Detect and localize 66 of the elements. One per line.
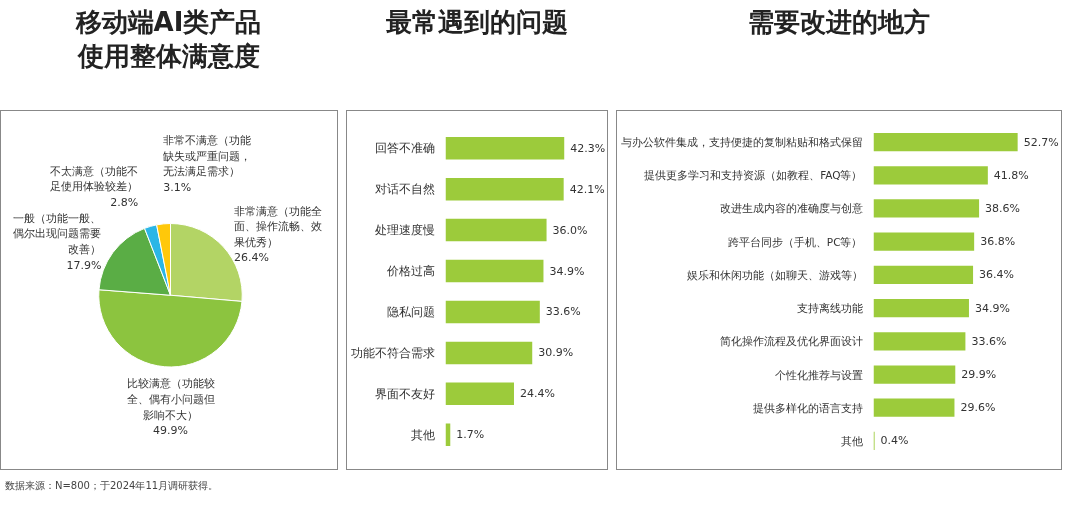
slice-label: 一般（功能一般、偶尔出现问题需要改善） [13,211,102,256]
slice-label: 比较满意（功能较全、偶有小问题但影响不大） [126,377,215,422]
y-tick-label: 支持离线功能 [796,302,863,315]
slice-label: 非常不满意（功能缺失或严重问题，无法满足需求） [163,134,252,179]
data-label: 36.4% [979,268,1015,282]
chart-title: 需要改进的地方 [747,6,930,39]
bar [873,132,1018,152]
data-label: 49.9% [153,424,188,438]
bar [873,265,974,285]
bar [873,365,956,384]
data-label: 0.4% [880,434,909,448]
y-tick-label: 改进生成内容的准确度与创意 [719,202,863,215]
data-label: 17.9% [66,258,102,272]
data-label: 42.1% [569,182,605,196]
y-tick-label: 与办公软件集成，支持便捷的复制粘贴和格式保留 [620,136,863,149]
y-tick-label: 简化操作流程及优化界面设计 [719,335,863,348]
data-label: 33.6% [971,334,1007,348]
data-label: 52.7% [1023,135,1059,149]
y-tick-label: 娱乐和休闲功能（如聊天、游戏等） [686,268,863,281]
chart-title: 最常遇到的问题 [385,6,568,39]
y-tick-label: 功能不符合需求 [350,345,435,360]
y-tick-label: 回答不准确 [374,141,435,156]
bar [445,218,547,242]
bar [873,199,980,218]
data-label: 41.8% [993,168,1029,182]
bar [445,136,565,160]
data-label: 30.9% [538,346,574,360]
y-tick-label: 其他 [840,434,863,447]
y-tick-label: 其他 [410,427,435,442]
bar [873,166,988,185]
bar [873,398,955,417]
slice-label: 非常满意（功能全面、操作流畅、效果优秀） [233,204,322,249]
data-label: 36.0% [552,223,588,237]
bar [445,177,564,201]
data-label: 3.1% [163,181,192,195]
bar [445,259,544,283]
data-label: 2.8% [110,195,139,209]
data-label: 26.4% [233,251,269,265]
y-tick-label: 价格过高 [385,264,435,279]
bar [873,332,966,351]
data-label: 24.4% [519,387,555,401]
y-tick-label: 处理速度慢 [374,223,435,238]
data-label: 1.7% [456,428,485,442]
chart-title: 移动端AI类产品使用整体满意度 [74,6,263,73]
y-tick-label: 隐私问题 [386,304,435,319]
bar [445,382,514,406]
data-label: 42.3% [570,141,606,155]
source-note: 数据来源：N=800；于2024年11月调研获得。 [5,479,219,493]
slice-label: 不太满意（功能不足使用体验较差） [50,164,139,194]
data-label: 33.6% [545,305,581,319]
y-tick-label: 提供更多学习和支持资源（如教程、FAQ等） [644,169,863,182]
data-label: 34.9% [549,264,585,278]
y-tick-label: 界面不友好 [374,386,435,401]
data-label: 36.8% [980,235,1016,249]
bar [445,341,533,365]
data-label: 29.9% [961,368,997,382]
y-tick-label: 个性化推荐与设置 [774,368,863,381]
data-label: 29.6% [960,401,996,415]
bar [873,298,969,318]
y-tick-label: 跨平台同步（手机、PC等） [727,235,863,248]
y-tick-label: 对话不自然 [374,182,435,197]
data-label: 38.6% [985,201,1021,215]
y-tick-label: 提供多样化的语言支持 [752,401,863,414]
data-label: 34.9% [974,301,1010,315]
bar [873,232,975,251]
bar [445,300,540,324]
